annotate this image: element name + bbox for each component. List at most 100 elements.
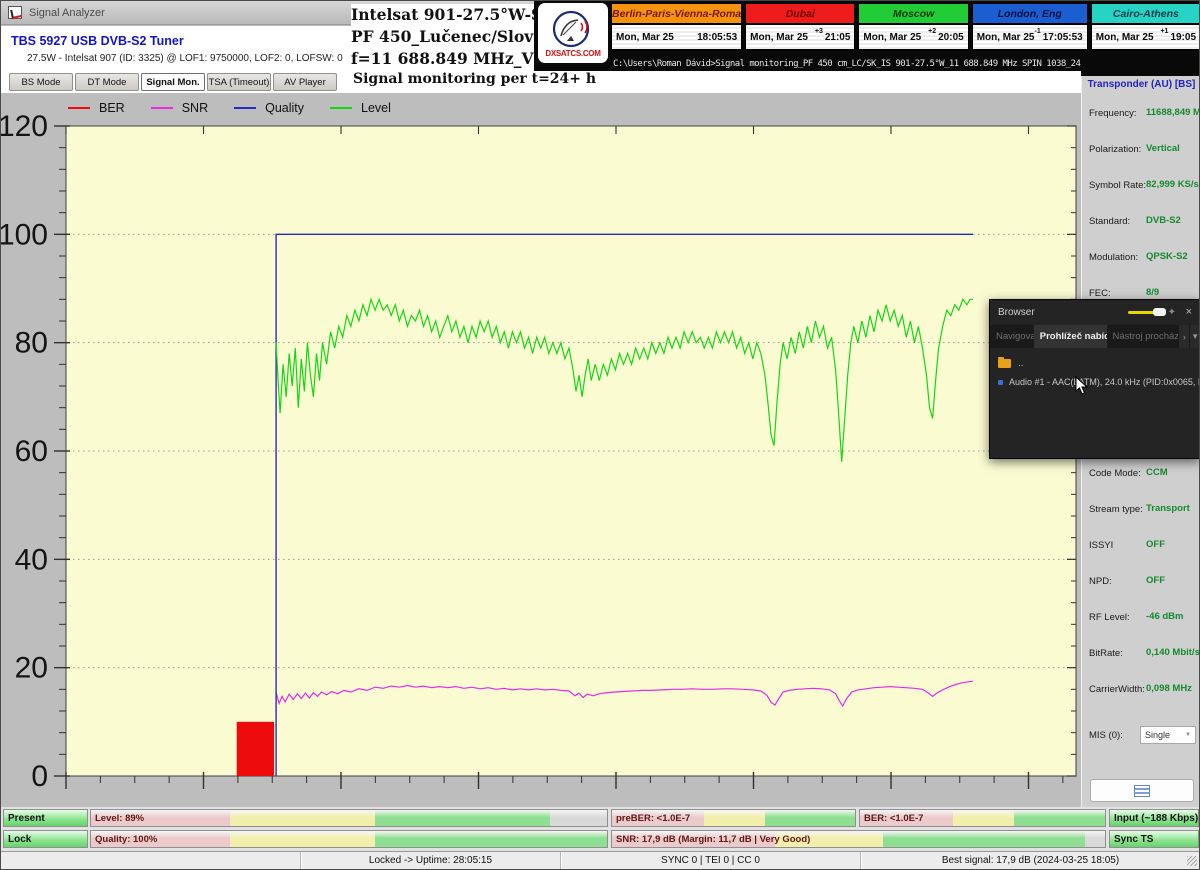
parent-folder-label: ..	[1018, 357, 1024, 369]
row-label: RF Level:	[1089, 612, 1130, 623]
row-value: 11688,849 MHz	[1146, 107, 1199, 118]
series-level-line	[275, 297, 973, 462]
status-section-3: Best signal: 17,9 dB (2024-03-25 18:05)	[861, 852, 1199, 869]
clock-time: Mon, Mar 25 18:05:53	[612, 25, 742, 49]
svg-text:100: 100	[1, 218, 48, 251]
clock-4: Cairo-Athens Mon, Mar 25 +119:05	[1090, 3, 1199, 51]
row-label: Modulation:	[1089, 252, 1139, 263]
stream-list-button[interactable]	[1090, 779, 1194, 802]
row-label: BitRate:	[1089, 648, 1123, 659]
opacity-slider[interactable]	[1127, 308, 1166, 316]
bar-segment-pink	[860, 810, 954, 826]
browser-popup-tabs: NavigovatProhlížeč nabídky Nástroj prochá…	[990, 325, 1199, 348]
tab-dt-mode[interactable]: DT Mode	[75, 73, 139, 91]
chart-area: 0 20 40 60 80 100 120 BER SNR Quality Level	[1, 93, 1081, 807]
clock-city: Cairo-Athens	[1091, 4, 1199, 25]
transponder-row: Modulation: QPSK-S2	[1082, 240, 1199, 276]
preber-bar: preBER: <1.0E-7	[611, 809, 856, 827]
bar-segment-yellow	[230, 810, 375, 826]
row-label: Code Mode:	[1089, 468, 1141, 479]
satellite-line1: Intelsat 901-27.5°W-Spot 1	[351, 5, 587, 24]
tab-menu-down-icon[interactable]: ▾	[1190, 325, 1199, 348]
pin-icon[interactable]: ✦	[1167, 307, 1176, 318]
bar-segment-green	[765, 810, 855, 826]
status-section-2: SYNC 0 | TEI 0 | CC 0	[561, 852, 861, 869]
transponder-rows-bottom: Code Mode: CCM Stream type: Transport ISSY…	[1082, 456, 1200, 708]
row-value: Transport	[1146, 503, 1190, 514]
bar-label: Quality: 100%	[95, 834, 158, 845]
row-label: ISSYI	[1089, 540, 1114, 551]
transponder-row: Frequency: 11688,849 MHz	[1082, 96, 1199, 132]
row-value: Vertical	[1146, 143, 1180, 154]
monitoring-title: Signal monitoring per t=24+ h	[353, 71, 597, 87]
parent-folder-item[interactable]: ..	[998, 355, 1192, 371]
input-indicator: Input (~188 Kbps)	[1109, 809, 1199, 827]
browser-popup-body: .. Audio #1 - AAC(LATM), 24.0 kHz (PID:0…	[990, 348, 1199, 394]
satellite-line3: f=11 688.849 MHz_V : SPIN 1038	[351, 49, 643, 68]
transponder-panel-title: Transponder (AU) [BS]	[1087, 79, 1196, 90]
tab-bs-mode[interactable]: BS Mode	[9, 73, 73, 91]
bar-segment-green	[1014, 810, 1105, 826]
row-label: NPD:	[1089, 576, 1112, 587]
tab-tsa-timeout-[interactable]: TSA (Timeout)	[207, 73, 271, 91]
tab-signal-mon-[interactable]: Signal Mon.	[141, 73, 205, 91]
svg-text:60: 60	[15, 435, 48, 468]
present-indicator: Present	[3, 809, 88, 827]
tab-av-player[interactable]: AV Player	[273, 73, 337, 91]
folder-icon	[998, 356, 1011, 368]
dxsatcs-logo: DXSATCS.COM	[538, 3, 608, 63]
satellite-line2: PF 450_Lučenec/Slovakia	[351, 27, 570, 46]
tab-scroll-right-icon[interactable]: ›	[1179, 325, 1190, 348]
popup-tab-2[interactable]: Nástroj procházení	[1112, 331, 1179, 342]
bottom-indicators: Present Level: 89% preBER: <1.0E-7 BER: <1.…	[1, 807, 1199, 851]
svg-text:20: 20	[15, 652, 48, 685]
transponder-row: Stream type: Transport	[1082, 492, 1199, 528]
clock-city: Berlin-Paris-Vienna-Roma	[612, 4, 742, 25]
ber-bar: BER: <1.0E-7	[859, 809, 1106, 827]
transponder-row: NPD: OFF	[1082, 564, 1199, 600]
row-value: 0,140 Mbit/s	[1146, 647, 1200, 658]
series-quality-line	[275, 233, 973, 776]
window-title: Signal Analyzer	[29, 6, 105, 19]
popup-tab-1[interactable]: Prohlížeč nabídky	[1033, 325, 1107, 348]
legend-item-ber: BER	[68, 101, 125, 115]
clock-city: Dubai	[746, 4, 855, 25]
tuner-details: 27.5W - Intelsat 907 (ID: 3325) @ LOF1: …	[27, 53, 343, 64]
transponder-rows-top: Frequency: 11688,849 MHzPolarization: Ve…	[1082, 96, 1199, 312]
transponder-row: Symbol Rate: 82,999 KS/s	[1082, 168, 1199, 204]
slider-knob[interactable]	[1152, 308, 1166, 316]
popup-tab-0[interactable]: Navigovat	[996, 331, 1034, 342]
legend-item-quality: Quality	[234, 101, 304, 115]
status-bar: Locked -> Uptime: 28:05:15 SYNC 0 | TEI 0…	[1, 851, 1199, 869]
row-label: Standard:	[1089, 216, 1131, 227]
mis-dropdown[interactable]: Single ▼	[1140, 726, 1196, 744]
svg-text:120: 120	[1, 110, 48, 143]
satellite-header: Intelsat 901-27.5°W-Spot 1 PF 450_Lučene…	[351, 4, 643, 71]
row-label: FEC:	[1089, 288, 1111, 299]
bar-label: SNR: 17,9 dB (Margin: 11,7 dB | Very Goo…	[616, 834, 811, 845]
row-value: CCM	[1146, 467, 1168, 478]
legend-swatch	[234, 107, 257, 109]
legend-label: SNR	[181, 101, 209, 115]
close-icon[interactable]: ×	[1185, 306, 1192, 318]
row-label: CarrierWidth:	[1089, 684, 1145, 695]
series-ber-bar	[236, 721, 275, 776]
clock-3: London, Eng Mon, Mar 25 -117:05:53	[971, 3, 1088, 51]
bullet-icon	[998, 379, 1003, 385]
logo-text: DXSATCS.COM	[545, 48, 601, 58]
bar-segment-green	[374, 831, 607, 847]
legend-label: BER	[99, 101, 125, 115]
bar-segment-pink	[612, 831, 775, 847]
audio-stream-item[interactable]: Audio #1 - AAC(LATM), 24.0 kHz (PID:0x00…	[998, 377, 1199, 387]
signal-chart: 0 20 40 60 80 100 120	[1, 110, 1077, 793]
tuner-name: TBS 5927 USB DVB-S2 Tuner	[11, 34, 184, 48]
bar-label: BER: <1.0E-7	[864, 813, 924, 824]
bar-segment-yellow	[230, 831, 375, 847]
audio-stream-label: Audio #1 - AAC(LATM), 24.0 kHz (PID:0x00…	[1009, 377, 1199, 387]
resize-grip[interactable]	[1187, 856, 1197, 866]
legend-label: Level	[361, 101, 391, 115]
legend-label: Quality	[265, 101, 305, 115]
row-value: 82,999 KS/s	[1146, 179, 1199, 190]
clock-time: Mon, Mar 25 +119:05	[1091, 25, 1199, 49]
